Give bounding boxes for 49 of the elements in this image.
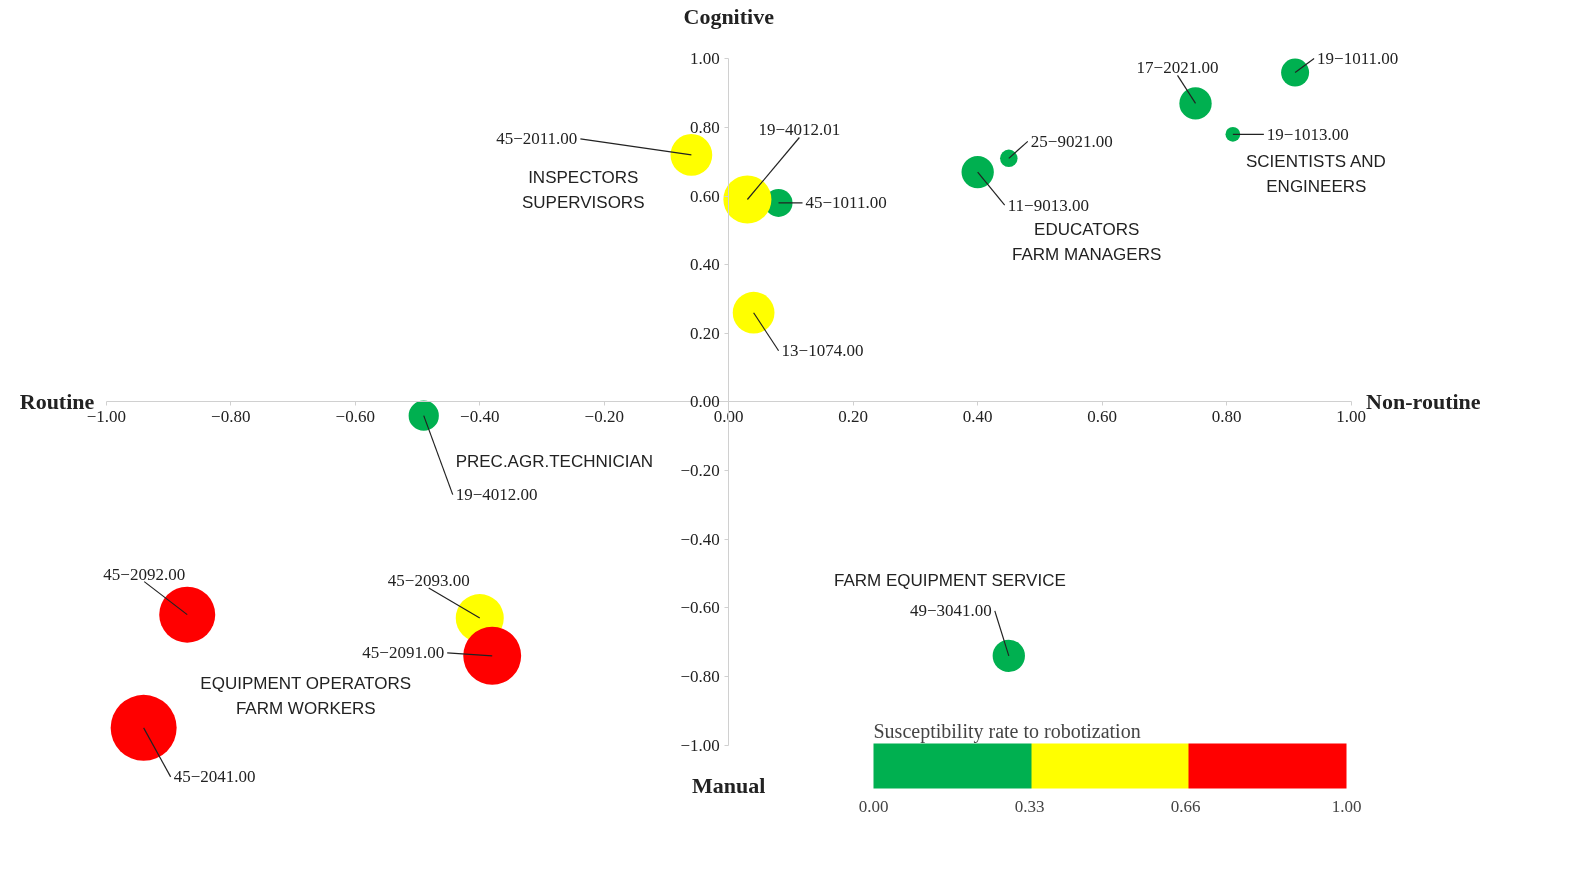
x-tick-label: 0.80 — [1211, 406, 1242, 426]
annotation: 11−9013.00 — [1007, 195, 1089, 215]
annotation: PREC.AGR.TECHNICIAN — [455, 452, 654, 472]
annotation: EDUCATORS FARM MANAGERS — [1012, 219, 1162, 264]
annotation: 45−2041.00 — [173, 767, 256, 787]
annotation: 19−4012.01 — [758, 120, 841, 140]
x-tick-label: 1.00 — [1336, 406, 1366, 426]
text: Cognitive — [683, 3, 775, 29]
annotation: SCIENTISTS AND ENGINEERS — [1245, 152, 1386, 197]
annotation: 45−2011.00 — [496, 129, 578, 149]
annotation: 13−1074.00 — [781, 341, 864, 361]
x-tick-label: −0.60 — [335, 406, 375, 426]
annotation: 49−3041.00 — [909, 601, 992, 621]
annotation: 19−1011.00 — [1317, 49, 1399, 69]
y-tick-label: −1.00 — [680, 735, 720, 755]
x-tick-label: −0.80 — [211, 406, 251, 426]
y-tick-label: −0.20 — [680, 461, 720, 481]
y-tick-label: −0.80 — [680, 666, 720, 686]
y-tick-label: 0.00 — [689, 392, 720, 412]
annotation: INSPECTORS SUPERVISORS — [521, 168, 645, 213]
y-tick-label: 0.40 — [689, 255, 720, 275]
annotation: EQUIPMENT OPERATORS FARM WORKERS — [200, 673, 411, 718]
annotation: 19−4012.00 — [455, 485, 538, 505]
color-bar-label: 1.00 — [1331, 796, 1362, 816]
y-tick-label: 0.80 — [689, 117, 720, 137]
y-tick-label: 0.60 — [689, 186, 720, 206]
text: Manual — [692, 773, 766, 799]
x-tick-label: −0.20 — [584, 406, 624, 426]
y-tick-label: −0.40 — [680, 529, 720, 549]
y-tick-label: 0.20 — [689, 323, 720, 343]
annotation: 45−2092.00 — [103, 564, 186, 584]
annotation: 19−1013.00 — [1266, 124, 1349, 144]
color-bar-label: 0.00 — [858, 796, 889, 816]
x-tick-label: 0.40 — [962, 406, 993, 426]
annotation: FARM EQUIPMENT SERVICE — [834, 571, 1066, 591]
annotation: 45−2091.00 — [362, 643, 445, 663]
x-tick-label: −0.40 — [460, 406, 500, 426]
annotation: 25−9021.00 — [1030, 131, 1113, 151]
annotation: 17−2021.00 — [1136, 58, 1219, 78]
color-bar-label: 0.33 — [1014, 796, 1045, 816]
color-bar-title: Susceptibility rate to robotization — [873, 719, 1141, 743]
x-tick-label: 0.60 — [1087, 406, 1118, 426]
annotation: 45−1011.00 — [805, 193, 887, 213]
x-tick-label: 0.20 — [838, 406, 869, 426]
y-tick-label: 1.00 — [689, 49, 720, 69]
y-tick-label: −0.60 — [680, 598, 720, 618]
text: Non-routine — [1366, 389, 1481, 415]
color-bar-label: 0.66 — [1170, 796, 1201, 816]
annotation: 45−2093.00 — [387, 571, 470, 591]
